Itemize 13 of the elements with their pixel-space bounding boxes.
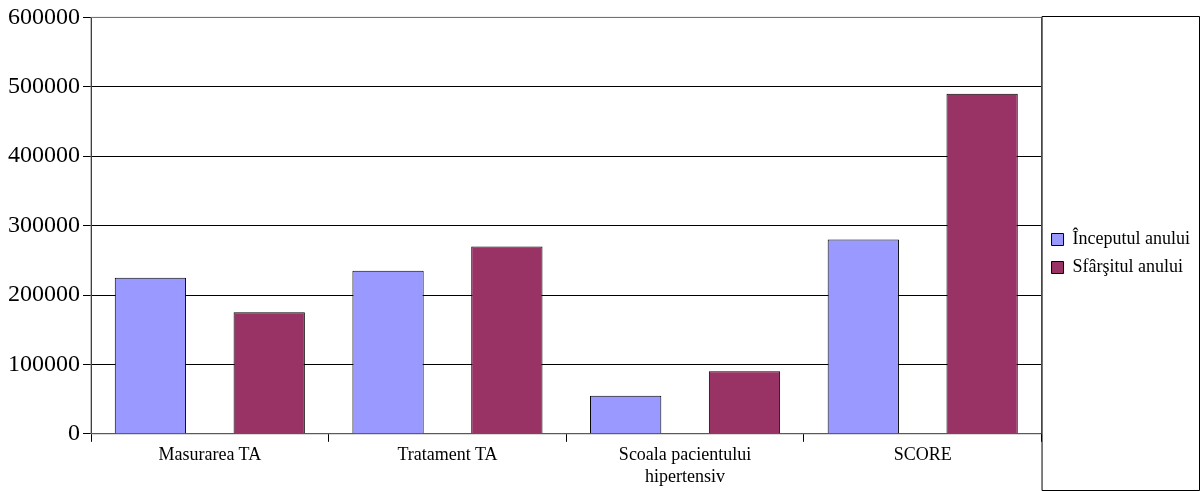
- x-tick-label: SCORE: [893, 444, 952, 465]
- x-tick-label: Tratament TA: [397, 444, 498, 465]
- y-tick-label: 400000: [8, 141, 80, 168]
- y-tick-label: 100000: [8, 349, 80, 376]
- legend-label: Începutul anului: [1072, 227, 1190, 249]
- y-tick-label: 300000: [8, 210, 80, 237]
- y-tick-label: 200000: [8, 280, 80, 307]
- y-tick-label: 600000: [8, 2, 80, 29]
- x-tick-label: Masurarea TA: [158, 444, 262, 465]
- x-tick-label: Scoala pacientului hipertensiv: [618, 444, 752, 486]
- y-tick-label: 0: [68, 419, 80, 446]
- y-tick-label: 500000: [8, 72, 80, 99]
- legend-label: Sfârşitul anului: [1072, 256, 1184, 277]
